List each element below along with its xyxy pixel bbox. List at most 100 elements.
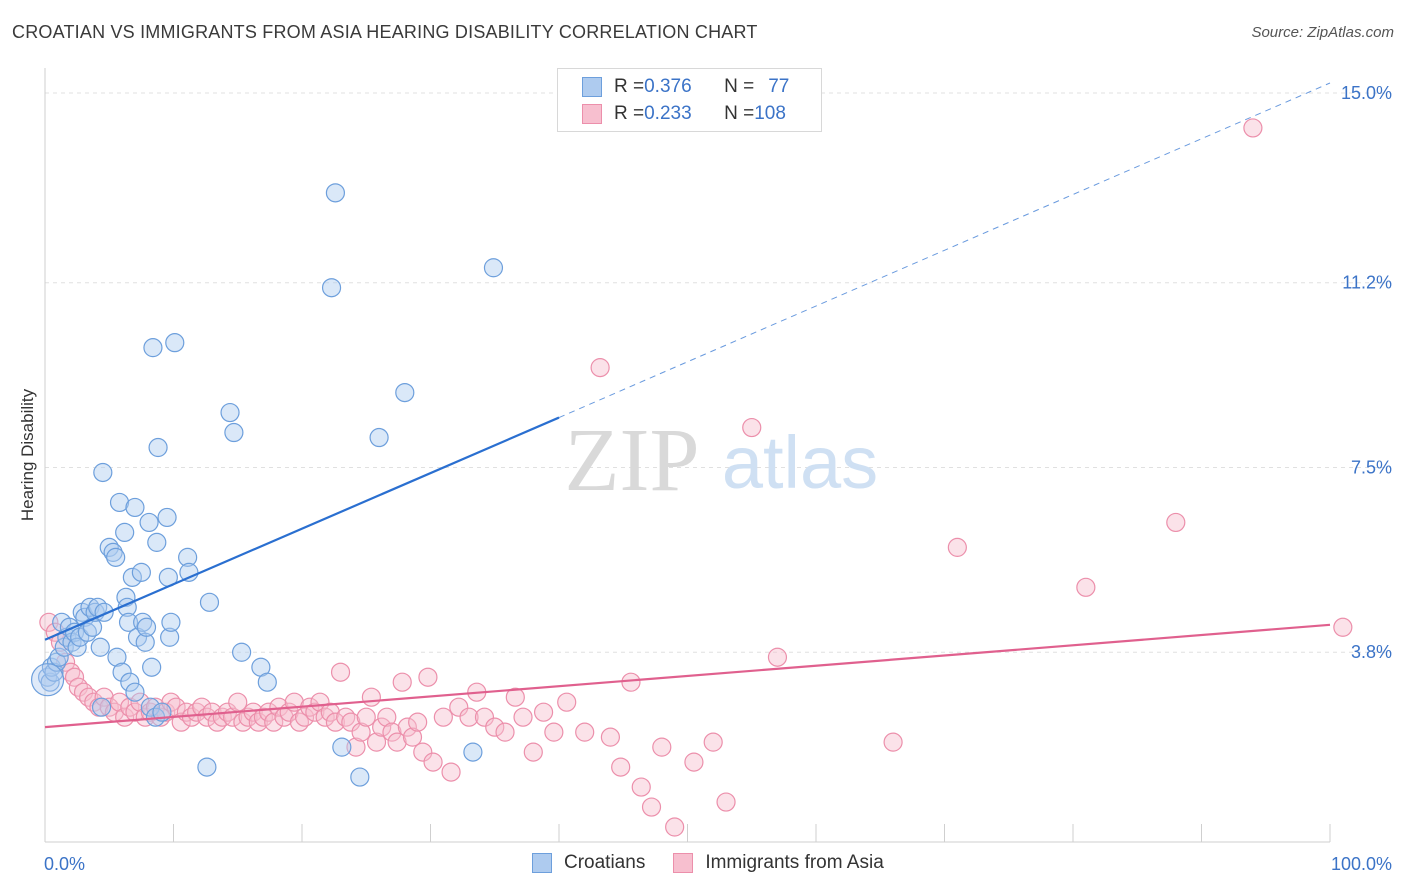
data-point-croatians <box>46 652 67 672</box>
data-point-croatians <box>131 562 151 582</box>
data-point-asia <box>590 358 610 378</box>
data-point-asia <box>264 712 284 732</box>
data-point-croatians <box>125 497 145 518</box>
data-point-asia <box>387 732 407 752</box>
chart-title: CROATIAN VS IMMIGRANTS FROM ASIA HEARING… <box>12 22 758 42</box>
data-point-asia <box>716 792 736 812</box>
data-point-croatians <box>125 682 145 702</box>
data-point-asia <box>145 697 166 717</box>
data-point-croatians <box>112 662 132 682</box>
data-point-asia <box>1076 577 1096 597</box>
data-point-croatians <box>147 532 167 552</box>
source-credit: Source: ZipAtlas.com <box>1251 24 1394 41</box>
data-point-asia <box>351 722 371 742</box>
data-point-croatians <box>140 697 160 717</box>
series-legend: Croatians Immigrants from Asia <box>532 852 912 874</box>
data-point-asia <box>356 707 376 727</box>
watermark: ZIP atlas <box>565 411 879 510</box>
data-point-asia <box>330 662 351 682</box>
data-point-asia <box>320 702 340 722</box>
data-point-asia <box>294 707 315 727</box>
data-point-croatians <box>199 592 220 612</box>
data-point-asia <box>495 722 515 742</box>
y-tick-label: 7.5% <box>1351 457 1392 477</box>
data-point-croatians <box>257 672 277 692</box>
data-point-croatians <box>143 338 163 358</box>
data-point-asia <box>631 777 651 797</box>
legend-row-asia: R = 0.233 N = 108 <box>582 102 786 126</box>
data-point-croatians <box>178 547 198 567</box>
data-point-asia <box>641 797 662 817</box>
data-point-croatians <box>148 437 168 458</box>
data-point-asia <box>523 742 543 762</box>
data-point-croatians <box>369 427 389 448</box>
data-point-croatians <box>106 547 126 567</box>
data-point-croatians <box>49 647 69 667</box>
tick-labels: 3.8% 7.5% 11.2% 15.0% 0.0% 100.0% <box>44 83 1392 874</box>
data-point-croatians <box>103 542 123 562</box>
data-point-asia <box>767 647 788 667</box>
data-point-asia <box>544 722 564 742</box>
data-point-croatians <box>37 667 58 687</box>
data-point-asia <box>1333 617 1353 637</box>
data-point-asia <box>947 537 967 557</box>
x-tick-label: 0.0% <box>44 854 85 874</box>
legend-n-value: 108 <box>754 103 786 124</box>
legend-row-croatians: R = 0.376 N = 77 <box>582 75 789 99</box>
data-point-croatians <box>90 637 110 657</box>
data-point-asia <box>258 702 279 722</box>
axes <box>44 68 1331 843</box>
legend-r-label: R = <box>614 103 645 124</box>
data-point-asia <box>703 732 723 752</box>
data-point-asia <box>575 722 595 742</box>
data-point-asia <box>192 697 212 717</box>
data-point-asia <box>361 687 381 707</box>
data-point-asia <box>1166 512 1186 533</box>
legend-n-value: 77 <box>768 76 790 97</box>
data-point-asia <box>382 722 402 742</box>
legend-n-label: N = <box>724 76 755 97</box>
data-point-croatians <box>139 512 159 533</box>
data-point-asia <box>109 692 130 712</box>
data-point-croatians <box>107 647 127 667</box>
trend-line-croatians <box>44 416 560 641</box>
data-point-asia <box>441 762 461 782</box>
data-point-asia <box>742 417 762 438</box>
data-point-asia <box>305 702 325 722</box>
data-point-croatians <box>463 742 483 762</box>
data-point-croatians <box>136 617 157 637</box>
data-point-croatians <box>224 422 244 443</box>
data-point-asia <box>366 732 387 752</box>
data-point-asia <box>392 672 412 692</box>
data-point-croatians <box>395 382 415 403</box>
data-point-croatians <box>179 562 199 582</box>
data-point-asia <box>611 757 631 777</box>
trend-lines <box>44 82 1331 729</box>
data-point-croatians <box>161 612 181 632</box>
legend-label-asia: Immigrants from Asia <box>705 852 884 873</box>
legend-label-croatians: Croatians <box>564 852 646 873</box>
legend-swatch-croatians <box>582 77 602 97</box>
data-point-croatians <box>165 333 185 353</box>
data-point-croatians <box>197 757 217 777</box>
data-point-asia <box>665 817 685 837</box>
data-point-croatians <box>483 258 504 278</box>
data-point-croatians <box>122 567 142 587</box>
data-point-asia <box>433 707 453 727</box>
gridlines <box>45 92 1390 653</box>
data-point-asia <box>423 752 443 772</box>
legend-r-value: 0.376 <box>644 76 692 97</box>
legend-r-label: R = <box>614 76 645 97</box>
data-point-croatians <box>332 737 352 757</box>
data-point-asia <box>505 687 525 707</box>
data-point-croatians <box>115 522 135 543</box>
trend-line-croatians-extension <box>558 82 1331 419</box>
data-point-croatians <box>325 183 346 203</box>
data-point-croatians <box>220 402 240 423</box>
x-tick-label: 100.0% <box>1331 854 1392 874</box>
data-point-croatians <box>142 657 162 677</box>
data-point-asia <box>377 707 397 727</box>
data-point-asia <box>533 702 554 722</box>
data-point-asia <box>684 752 704 772</box>
